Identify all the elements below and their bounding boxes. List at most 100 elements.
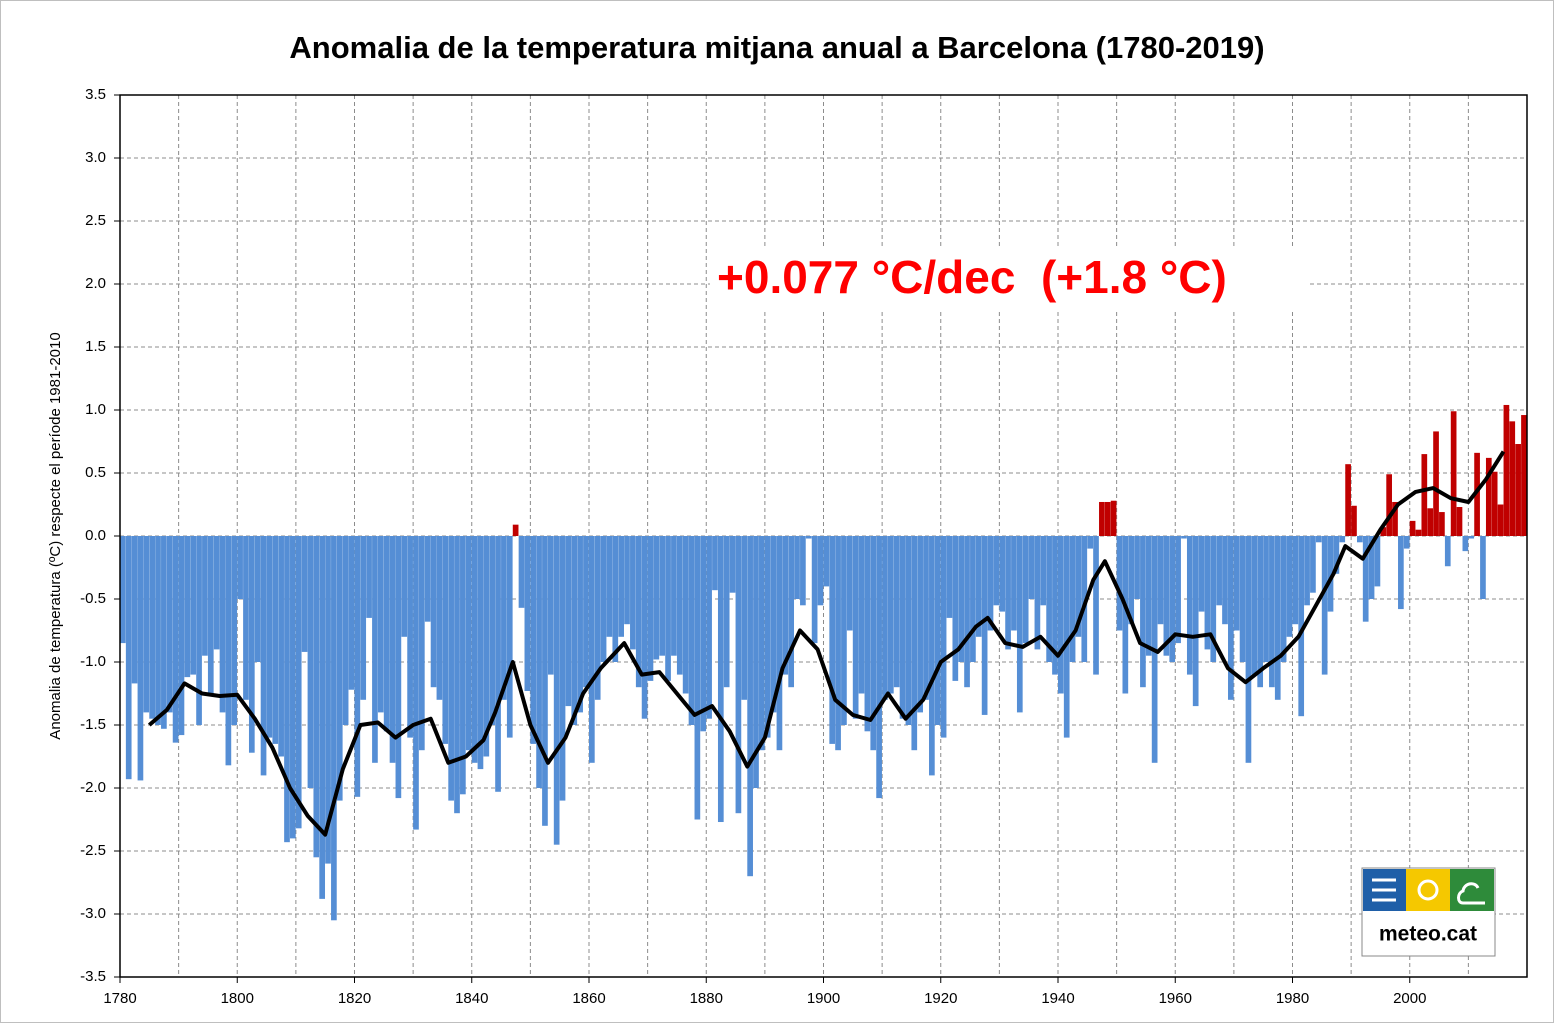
bar — [694, 536, 701, 820]
y-tick-label: 0.5 — [85, 464, 106, 481]
bar — [1304, 536, 1310, 606]
bar — [1075, 536, 1082, 637]
bar — [501, 536, 507, 700]
bar — [1456, 507, 1463, 536]
bar — [612, 536, 619, 662]
bar — [1491, 471, 1498, 536]
bar — [366, 536, 372, 618]
bar — [1392, 501, 1398, 536]
x-tick-label: 1920 — [924, 990, 957, 1007]
bar — [1145, 536, 1152, 656]
bar — [1403, 536, 1410, 549]
bar — [161, 536, 167, 729]
bar — [706, 536, 712, 719]
bar — [436, 536, 443, 700]
bar — [360, 536, 367, 700]
chart-title: Anomalia de la temperatura mitjana anual… — [289, 30, 1264, 65]
bar — [1462, 536, 1469, 552]
bar — [477, 536, 484, 770]
bar — [1409, 520, 1416, 536]
logo-text: meteo.cat — [1379, 923, 1477, 946]
bar — [946, 536, 953, 618]
bar — [735, 536, 742, 814]
bar — [841, 536, 847, 725]
bar — [1186, 536, 1193, 675]
bar — [1122, 536, 1129, 694]
y-tick-label: -3.5 — [80, 968, 106, 985]
bar — [1398, 536, 1404, 610]
bar — [717, 536, 724, 823]
axes: 3.5 3.0 2.5 2.0 1.5 1.0 0.5 0.0 -0.5 -1.0 -1.5 -2.0… — [80, 86, 1528, 1007]
bar — [248, 536, 255, 753]
bar — [131, 536, 138, 684]
bar — [348, 536, 355, 690]
bar — [1251, 536, 1258, 675]
bar — [448, 536, 454, 801]
bar — [934, 536, 941, 725]
bar — [243, 536, 249, 700]
bar — [1485, 457, 1492, 536]
bar — [1310, 536, 1316, 593]
bar — [1374, 536, 1381, 587]
bar — [852, 536, 859, 719]
bar — [495, 536, 501, 792]
bar — [1321, 536, 1328, 675]
bar — [424, 536, 431, 622]
bar — [1192, 536, 1199, 707]
bar — [747, 536, 753, 877]
logo-green — [1450, 869, 1494, 911]
bar — [1274, 536, 1281, 700]
bar — [600, 536, 607, 662]
y-tick-label: 1.5 — [85, 338, 106, 355]
bar — [1497, 504, 1504, 536]
bar — [635, 536, 642, 688]
bar — [1257, 536, 1264, 688]
x-tick-label: 1900 — [807, 990, 840, 1007]
bar — [993, 536, 1000, 606]
bar — [700, 536, 707, 732]
plot-frame — [119, 94, 1528, 978]
bar — [155, 536, 161, 725]
bar — [237, 536, 243, 599]
bar — [764, 536, 771, 738]
bar — [1503, 404, 1510, 536]
bar — [336, 536, 343, 801]
bar — [811, 536, 818, 644]
bar — [460, 536, 466, 795]
y-tick-label: -0.5 — [80, 590, 106, 607]
bar — [383, 536, 390, 732]
bar — [958, 536, 965, 662]
y-axis-label: Anomalia de temperatura (ºC) respecte el… — [47, 332, 64, 739]
bar — [964, 536, 970, 688]
bar — [1327, 536, 1334, 612]
logo-lines — [1372, 878, 1396, 902]
bar — [583, 536, 589, 688]
bar — [1005, 536, 1011, 650]
bar — [1016, 536, 1023, 713]
bar — [372, 536, 378, 763]
bar — [1046, 536, 1052, 662]
bar — [395, 536, 402, 799]
bar — [1386, 474, 1392, 536]
bar — [630, 536, 636, 650]
bar — [278, 536, 284, 757]
bar — [342, 536, 349, 725]
bar — [1210, 536, 1217, 662]
bar — [846, 536, 853, 631]
bar — [1263, 536, 1269, 662]
x-tick-label: 1960 — [1159, 990, 1192, 1007]
bar — [196, 536, 202, 725]
y-tick-label: 2.5 — [85, 212, 106, 229]
y-tick-label: -1.5 — [80, 716, 106, 733]
bar — [1069, 536, 1076, 662]
bar — [1216, 536, 1222, 606]
y-tick-label: -1.0 — [80, 653, 106, 670]
bar — [454, 536, 460, 814]
bar — [671, 536, 677, 656]
y-tick-label: -3.0 — [80, 905, 106, 922]
bar — [1040, 536, 1047, 606]
x-tick-label: 1820 — [338, 990, 371, 1007]
bar — [377, 536, 384, 713]
bar — [911, 536, 918, 751]
